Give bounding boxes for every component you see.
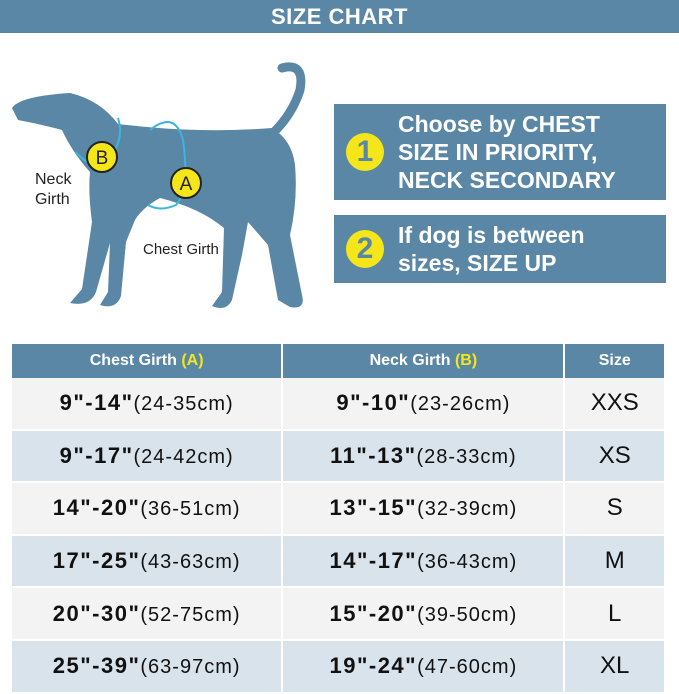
size-cell: XS — [565, 430, 664, 484]
neck-girth-cell: 14"-17"(36-43cm) — [283, 535, 564, 589]
svg-text:B: B — [96, 148, 109, 169]
neck-girth-cell: 15"-20"(39-50cm) — [283, 588, 564, 641]
marker-b: B — [86, 141, 118, 173]
chest-girth-cell: 25"-39"(63-97cm) — [12, 640, 282, 694]
chest-girth-cell: 14"-20"(36-51cm) — [12, 483, 282, 536]
table-row: 25"-39"(63-97cm) 19"-24"(47-60cm) XL — [12, 640, 664, 694]
chest-girth-cell: 9"-14"(24-35cm) — [12, 378, 282, 431]
table-row: 14"-20"(36-51cm) 13"-15"(32-39cm) S — [12, 483, 664, 536]
chest-girth-cell: 9"-17"(24-42cm) — [12, 430, 282, 484]
chest-girth-cell: 17"-25"(43-63cm) — [12, 535, 282, 589]
tip-box-1: 1 Choose by CHEST SIZE IN PRIORITY, NECK S… — [334, 104, 666, 200]
size-table: Chest Girth (A) Neck Girth (B) Size 9"-1… — [10, 344, 666, 694]
size-cell: XL — [565, 640, 664, 694]
svg-text:A: A — [180, 174, 193, 195]
neck-girth-cell: 9"-10"(23-26cm) — [283, 378, 564, 431]
neck-girth-cell: 11"-13"(28-33cm) — [283, 430, 564, 484]
table-header-row: Chest Girth (A) Neck Girth (B) Size — [12, 344, 664, 378]
size-cell: L — [565, 588, 664, 641]
size-cell: S — [565, 483, 664, 536]
header-chest-girth: Chest Girth (A) — [12, 344, 282, 378]
size-cell: M — [565, 535, 664, 589]
marker-a: A — [170, 167, 202, 199]
table-row: 9"-14"(24-35cm) 9"-10"(23-26cm) XXS — [12, 378, 664, 431]
page-title: SIZE CHART — [0, 0, 679, 33]
table-row: 17"-25"(43-63cm) 14"-17"(36-43cm) M — [12, 535, 664, 589]
chest-girth-cell: 20"-30"(52-75cm) — [12, 588, 282, 641]
header-neck-girth: Neck Girth (B) — [283, 344, 564, 378]
header-size: Size — [565, 344, 664, 378]
number-badge-2: 2 — [346, 230, 384, 268]
dog-silhouette-illustration: B A — [12, 62, 306, 308]
neck-girth-cell: 13"-15"(32-39cm) — [283, 483, 564, 536]
table-row: 9"-17"(24-42cm) 11"-13"(28-33cm) XS — [12, 430, 664, 484]
chest-girth-label: Chest Girth — [143, 241, 219, 258]
table-row: 20"-30"(52-75cm) 15"-20"(39-50cm) L — [12, 588, 664, 641]
dog-tail — [267, 62, 306, 139]
number-badge-1: 1 — [346, 133, 384, 171]
neck-girth-cell: 19"-24"(47-60cm) — [283, 640, 564, 694]
neck-girth-label: Neck Girth — [35, 171, 72, 208]
size-cell: XXS — [565, 378, 664, 431]
dog-body — [12, 93, 303, 308]
tip-box-2: 2 If dog is between sizes, SIZE UP — [334, 215, 666, 283]
